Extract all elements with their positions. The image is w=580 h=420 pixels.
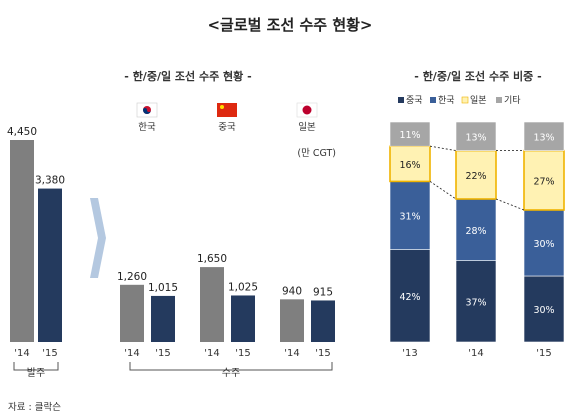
share-segment	[523, 121, 565, 151]
unit-label: (만 CGT)	[297, 148, 336, 159]
country-label: 중국	[218, 122, 236, 133]
order-value-label: 3,380	[35, 175, 65, 187]
share-segment-label: 27%	[533, 176, 554, 187]
legend-entry: 한국	[438, 95, 455, 106]
award-tick-label: '14	[124, 348, 139, 359]
order-bracket	[13, 362, 59, 371]
award-tick-label: '14	[204, 348, 219, 359]
china-flag-icon	[220, 105, 224, 109]
order-tick-label: '15	[42, 348, 57, 359]
award-bar	[311, 300, 335, 342]
country-label: 한국	[138, 122, 156, 133]
trend-connector	[429, 181, 457, 200]
order-bar	[10, 140, 34, 342]
award-bar	[200, 267, 224, 342]
order-group-label: 발주	[27, 367, 45, 379]
share-segment-label: 16%	[399, 160, 420, 171]
share-tick-label: '13	[402, 348, 417, 359]
korea-flag-icon	[143, 108, 151, 114]
china-flag-icon	[217, 103, 237, 117]
country-label: 일본	[298, 122, 316, 133]
share-segment-label: 11%	[399, 130, 420, 141]
award-tick-label: '15	[235, 348, 250, 359]
legend-swatch	[461, 96, 469, 104]
award-bar	[231, 295, 255, 342]
share-segment-label: 42%	[399, 292, 420, 303]
award-value-label: 1,015	[148, 282, 178, 294]
share-segment-label: 37%	[465, 297, 486, 308]
award-value-label: 1,025	[228, 281, 258, 293]
award-value-label: 1,650	[197, 253, 227, 265]
award-bar	[151, 295, 175, 342]
source-label: 자료 : 클락슨	[8, 401, 61, 413]
award-bar	[120, 284, 144, 342]
legend-swatch	[430, 97, 436, 103]
legend-swatch	[496, 97, 502, 103]
order-bar	[38, 188, 62, 342]
trend-connector	[495, 198, 525, 211]
share-segment	[523, 275, 565, 343]
share-segment-label: 22%	[465, 171, 486, 182]
share-segment-label: 28%	[465, 226, 486, 237]
award-value-label: 915	[313, 286, 333, 298]
order-value-label: 4,450	[7, 126, 37, 138]
trend-connector	[429, 145, 457, 152]
award-tick-label: '15	[315, 348, 330, 359]
middle-chart-title: - 한/중/일 조선 수주 현황 -	[124, 69, 251, 83]
award-tick-label: '14	[284, 348, 299, 359]
share-segment	[455, 260, 497, 343]
share-segment-label: 13%	[533, 132, 554, 143]
share-segment-label: 30%	[533, 305, 554, 316]
legend-swatch	[398, 97, 404, 103]
share-segment	[389, 145, 431, 183]
share-segment-label: 13%	[465, 132, 486, 143]
legend-entry: 중국	[406, 95, 423, 106]
share-segment	[389, 181, 431, 250]
share-chart-title: - 한/중/일 조선 수주 비중 -	[414, 69, 541, 83]
award-group-label: 수주	[222, 367, 240, 379]
award-value-label: 940	[282, 285, 302, 297]
legend-entry: 일본	[470, 95, 487, 106]
share-segment	[523, 209, 565, 277]
share-segment-label: 30%	[533, 239, 554, 250]
chart-title: <글로벌 조선 수주 현황>	[207, 16, 372, 34]
share-segment	[389, 121, 431, 147]
japan-flag-icon	[302, 105, 312, 115]
share-tick-label: '14	[468, 348, 483, 359]
award-bar	[280, 299, 304, 342]
share-segment-label: 31%	[399, 212, 420, 223]
award-value-label: 1,260	[117, 271, 147, 283]
award-tick-label: '15	[155, 348, 170, 359]
share-segment	[455, 121, 497, 151]
legend-entry: 기타	[504, 95, 521, 106]
share-tick-label: '15	[536, 348, 551, 359]
order-tick-label: '14	[14, 348, 29, 359]
chevron-arrow-icon	[90, 198, 106, 278]
share-segment	[389, 249, 431, 343]
award-bracket	[129, 362, 333, 371]
